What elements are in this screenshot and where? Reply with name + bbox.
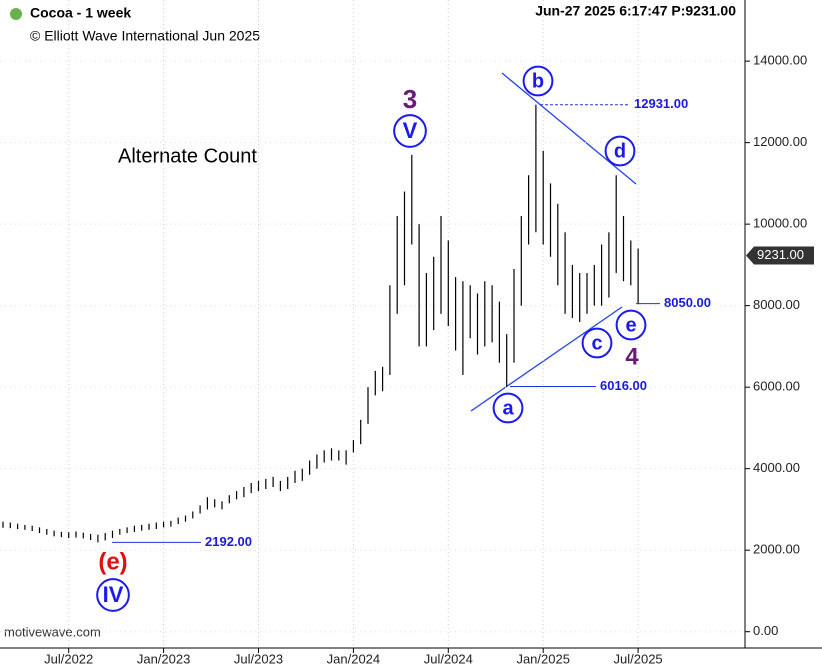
status-dot bbox=[10, 8, 22, 20]
x-tick-label: Jul/2022 bbox=[44, 651, 93, 666]
x-tick-label: Jan/2025 bbox=[516, 651, 570, 666]
wave-circle bbox=[615, 309, 647, 341]
y-tick-label: 0.00 bbox=[753, 623, 778, 638]
wave-label: a bbox=[502, 397, 514, 419]
trendline-lower bbox=[470, 306, 623, 412]
wave-label: d bbox=[614, 140, 626, 162]
wave-circle bbox=[581, 327, 613, 359]
y-tick-label: 2000.00 bbox=[753, 542, 800, 557]
wave-circle bbox=[492, 392, 524, 424]
wave-label: 4 bbox=[625, 343, 639, 370]
x-tick-label: Jan/2024 bbox=[327, 651, 381, 666]
wave-circle bbox=[604, 135, 636, 167]
level-label: 12931.00 bbox=[634, 96, 688, 111]
wave-label: 3 bbox=[403, 84, 417, 114]
wave-label: b bbox=[532, 70, 544, 92]
last-price-label: 9231.00 bbox=[757, 247, 804, 262]
y-tick-label: 12000.00 bbox=[753, 134, 807, 149]
wave-label: IV bbox=[103, 582, 124, 607]
wave-label: (e) bbox=[98, 548, 127, 575]
chart-title: Cocoa - 1 week bbox=[30, 5, 131, 21]
wave-circle bbox=[393, 114, 427, 148]
trendline-upper bbox=[501, 72, 637, 185]
wave-label: e bbox=[625, 314, 636, 336]
level-label: 6016.00 bbox=[600, 378, 647, 393]
y-tick-label: 6000.00 bbox=[753, 379, 800, 394]
x-tick-label: Jul/2024 bbox=[424, 651, 473, 666]
level-label: 8050.00 bbox=[664, 295, 711, 310]
chart-subtitle: © Elliott Wave International Jun 2025 bbox=[30, 28, 260, 44]
x-tick-label: Jan/2023 bbox=[137, 651, 191, 666]
annotation: Alternate Count bbox=[118, 145, 257, 167]
x-tick-label: Jul/2023 bbox=[234, 651, 283, 666]
source: motivewave.com bbox=[4, 624, 101, 639]
wave-circle bbox=[96, 578, 130, 612]
wave-label: c bbox=[591, 332, 602, 354]
wave-circle bbox=[522, 65, 554, 97]
y-tick-label: 14000.00 bbox=[753, 53, 807, 68]
header-info: Jun-27 2025 6:17:47 P:9231.00 bbox=[535, 3, 736, 19]
y-tick-label: 8000.00 bbox=[753, 297, 800, 312]
y-tick-label: 10000.00 bbox=[753, 216, 807, 231]
y-tick-label: 4000.00 bbox=[753, 460, 800, 475]
x-tick-label: Jul/2025 bbox=[614, 651, 663, 666]
level-label: 2192.00 bbox=[205, 534, 252, 549]
last-price-marker bbox=[746, 246, 814, 265]
wave-label: V bbox=[403, 118, 418, 143]
